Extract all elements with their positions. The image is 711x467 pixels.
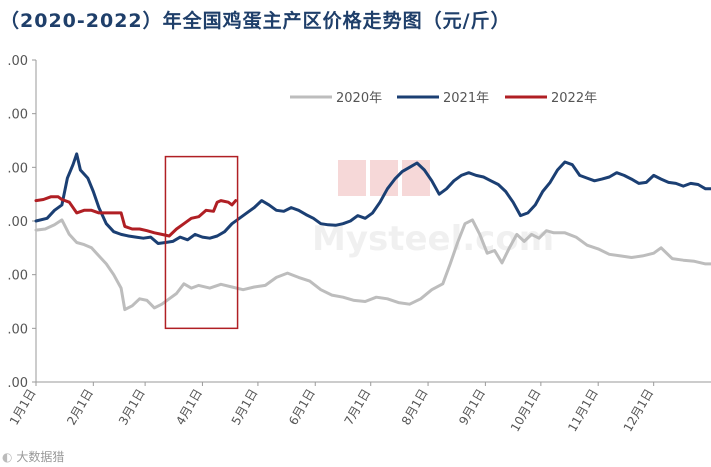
- watermark-logo-right: [402, 160, 430, 196]
- x-tick-label: 8月1日: [399, 387, 431, 428]
- series-line-2021年: [34, 152, 711, 245]
- x-tick-label: 6月1日: [286, 387, 318, 428]
- chart-title: （2020-2022）年全国鸡蛋主产区价格走势图（元/斤）: [0, 10, 511, 32]
- series-line-2020年: [34, 218, 711, 312]
- y-tick-label: .00: [7, 54, 28, 69]
- x-tick-label: 10月1日: [508, 387, 544, 435]
- highlight-box: [164, 155, 239, 330]
- footer-badge-text: 大数据猎: [16, 450, 65, 464]
- y-tick-label: .00: [7, 376, 28, 391]
- x-tick-label: 5月1日: [229, 387, 261, 428]
- legend-label-2020年: 2020年: [336, 91, 382, 106]
- legend-label-2021年: 2021年: [443, 91, 489, 106]
- series-line-2022年: [34, 195, 238, 238]
- x-tick-label: 3月1日: [116, 387, 148, 428]
- x-tick-label: 9月1日: [456, 386, 488, 427]
- legend-label-2022年: 2022年: [551, 91, 597, 106]
- watermark-logo-left: [338, 160, 366, 196]
- x-tick-label: 12月1日: [621, 387, 657, 435]
- x-tick-label: 2月1日: [64, 387, 96, 428]
- watermark-logo-mid: [370, 160, 398, 196]
- x-tick-label: 4月1日: [173, 387, 205, 428]
- footer-badge-icon: ◐: [2, 450, 13, 464]
- x-tick-label: 1月1日: [7, 387, 39, 428]
- x-tick-label: 11月1日: [565, 387, 601, 435]
- y-tick-label: .00: [7, 269, 28, 284]
- y-tick-label: .00: [7, 108, 28, 123]
- x-tick-label: 7月1日: [342, 387, 374, 428]
- y-tick-label: .00: [7, 215, 28, 230]
- watermark-text: Mysteel.com: [312, 219, 554, 259]
- y-tick-label: .00: [7, 322, 28, 337]
- y-tick-label: .00: [7, 161, 28, 176]
- footer-badge: ◐ 大数据猎: [2, 448, 64, 465]
